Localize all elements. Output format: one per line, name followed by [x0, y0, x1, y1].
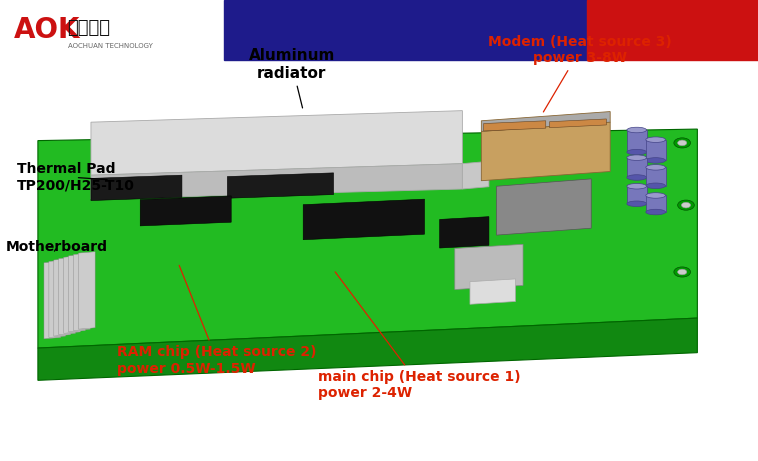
- Ellipse shape: [627, 149, 647, 155]
- Polygon shape: [140, 196, 231, 226]
- Polygon shape: [646, 140, 666, 160]
- Circle shape: [678, 200, 694, 210]
- Circle shape: [678, 269, 687, 275]
- Polygon shape: [646, 167, 666, 186]
- Polygon shape: [54, 259, 70, 336]
- Polygon shape: [646, 195, 666, 212]
- Polygon shape: [44, 261, 61, 339]
- Ellipse shape: [627, 183, 647, 189]
- Polygon shape: [440, 217, 489, 248]
- Polygon shape: [74, 253, 90, 331]
- Bar: [224, 0, 587, 60]
- Polygon shape: [59, 257, 76, 335]
- Polygon shape: [481, 122, 610, 181]
- Polygon shape: [79, 252, 96, 329]
- Text: 傲川科技: 傲川科技: [67, 18, 110, 37]
- Ellipse shape: [627, 175, 647, 180]
- Polygon shape: [627, 186, 647, 204]
- Polygon shape: [38, 129, 697, 348]
- Circle shape: [674, 138, 691, 148]
- Text: main chip (Heat source 1)
power 2-4W: main chip (Heat source 1) power 2-4W: [318, 272, 521, 400]
- Text: AOK: AOK: [14, 16, 80, 44]
- Ellipse shape: [646, 137, 666, 142]
- Polygon shape: [91, 175, 182, 201]
- Circle shape: [674, 267, 691, 277]
- Bar: [0, 0, 224, 60]
- Polygon shape: [481, 112, 610, 131]
- Polygon shape: [38, 318, 697, 380]
- Ellipse shape: [646, 158, 666, 163]
- Text: Motherboard: Motherboard: [6, 240, 108, 254]
- Bar: [0, 60, 758, 461]
- Polygon shape: [64, 256, 80, 333]
- Polygon shape: [496, 179, 591, 235]
- Polygon shape: [91, 164, 462, 199]
- Ellipse shape: [627, 127, 647, 133]
- Polygon shape: [455, 244, 523, 290]
- Ellipse shape: [627, 201, 647, 207]
- Polygon shape: [49, 260, 65, 337]
- Polygon shape: [227, 173, 334, 198]
- Text: RAM chip (Heat source 2)
power 0.5W-1.5W: RAM chip (Heat source 2) power 0.5W-1.5W: [117, 266, 317, 376]
- Text: Modem (Heat source 3)
power 3-8W: Modem (Heat source 3) power 3-8W: [488, 35, 672, 112]
- Polygon shape: [550, 119, 606, 128]
- Polygon shape: [303, 199, 424, 240]
- Polygon shape: [91, 111, 462, 175]
- Text: Thermal Pad
TP200/H25-T10: Thermal Pad TP200/H25-T10: [17, 162, 135, 193]
- Ellipse shape: [646, 193, 666, 198]
- Ellipse shape: [627, 155, 647, 160]
- Circle shape: [681, 202, 691, 208]
- Polygon shape: [627, 130, 647, 152]
- Text: AOCHUAN TECHNOLOGY: AOCHUAN TECHNOLOGY: [68, 43, 153, 49]
- Circle shape: [678, 140, 687, 146]
- Bar: [587, 0, 758, 60]
- Polygon shape: [462, 161, 489, 189]
- Polygon shape: [627, 158, 647, 177]
- Polygon shape: [68, 254, 85, 332]
- Text: Aluminum
radiator: Aluminum radiator: [249, 48, 335, 108]
- Ellipse shape: [646, 209, 666, 215]
- Ellipse shape: [646, 183, 666, 189]
- Polygon shape: [484, 121, 546, 131]
- Ellipse shape: [646, 165, 666, 170]
- Polygon shape: [470, 279, 515, 304]
